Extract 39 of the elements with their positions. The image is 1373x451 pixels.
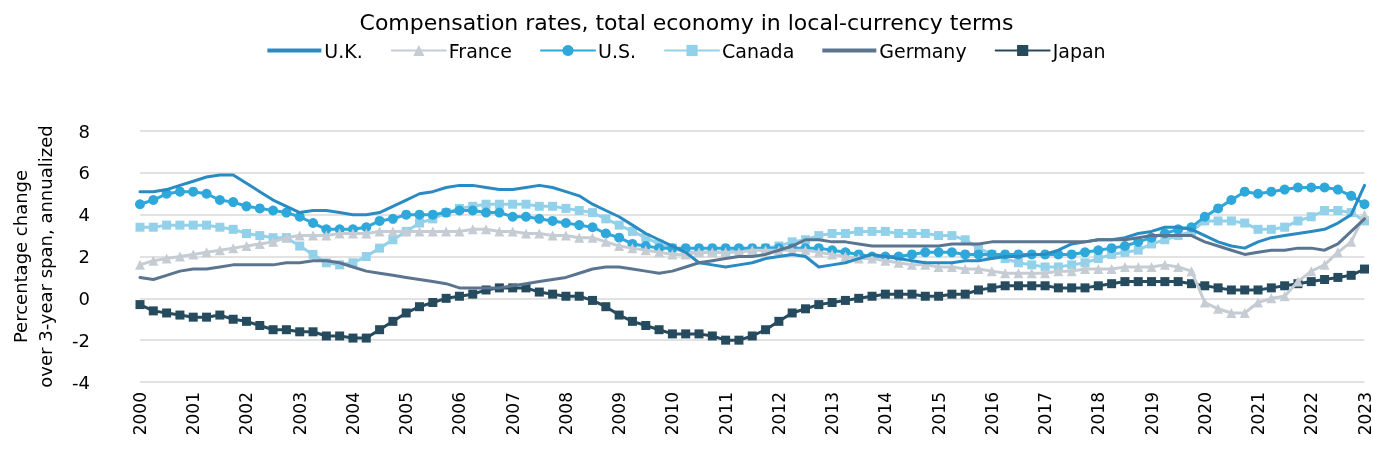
y-tick-label: 6	[78, 162, 90, 184]
x-tick-label: 2004	[342, 392, 363, 436]
y-tick-label: 8	[78, 120, 90, 142]
x-tick-label: 2016	[981, 392, 1002, 436]
x-tick-label: 2010	[662, 392, 683, 436]
chart-title: Compensation rates, total economy in local-currency terms	[359, 9, 1014, 35]
x-tick-label: 2001	[183, 392, 204, 436]
y-tick-label: 0	[78, 287, 90, 309]
x-tick-label: 2017	[1035, 392, 1056, 436]
y-tick-label: 4	[78, 204, 90, 226]
x-tick-label: 2000	[130, 392, 150, 436]
y-tick-label: -2	[72, 329, 90, 351]
x-tick-label: 2013	[822, 392, 843, 436]
x-tick-label: 2021	[1248, 392, 1269, 436]
x-tick-label: 2023	[1354, 392, 1373, 436]
x-tick-label: 2007	[502, 392, 523, 436]
x-tick-label: 2008	[555, 392, 576, 436]
x-tick-label: 2019	[1141, 392, 1162, 436]
legend-label: U.K.	[324, 39, 363, 62]
x-tick-label: 2011	[715, 392, 736, 436]
legend-label: U.S.	[597, 39, 637, 62]
legend-label: Germany	[879, 39, 967, 62]
x-tick-label: 2015	[928, 392, 949, 436]
x-tick-label: 2018	[1088, 392, 1109, 436]
legend-label: Japan	[1051, 39, 1106, 62]
x-tick-label: 2005	[396, 392, 417, 436]
legend-label: Canada	[722, 39, 795, 62]
x-tick-label: 2020	[1194, 392, 1215, 436]
x-tick-label: 2002	[236, 392, 257, 436]
y-tick-label: -4	[72, 371, 90, 393]
x-tick-label: 2022	[1301, 392, 1322, 436]
x-tick-label: 2006	[449, 392, 470, 436]
x-tick-label: 2014	[875, 392, 896, 436]
x-tick-label: 2009	[609, 392, 630, 436]
x-tick-label: 2012	[768, 392, 789, 436]
y-tick-label: 2	[78, 246, 90, 267]
legend-label: France	[448, 39, 512, 62]
x-tick-label: 2003	[289, 392, 310, 436]
y-axis-title: Percentage change over 3-year span, annualized	[10, 125, 56, 388]
